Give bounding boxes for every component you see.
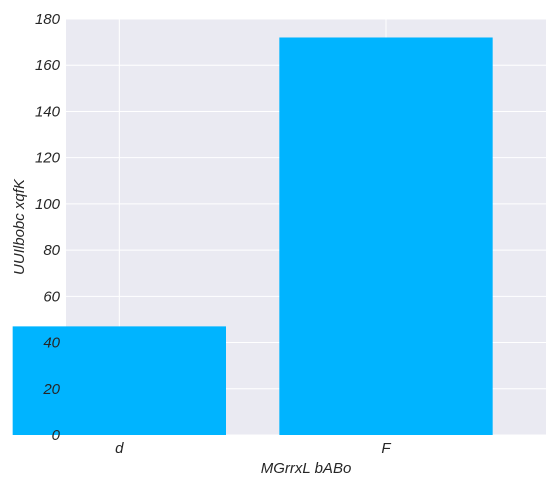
- y-tick-label: 100: [35, 196, 61, 213]
- y-tick-label: 60: [43, 288, 60, 305]
- y-tick-labels: 0 20 40 60 80 100 120 140 160 180: [35, 11, 61, 444]
- y-axis-label: UUIlbobc xqfK: [11, 178, 28, 275]
- y-tick-label: 0: [52, 427, 61, 444]
- y-tick-label: 160: [35, 57, 61, 74]
- bar-F: [279, 37, 493, 435]
- y-tick-label: 180: [35, 11, 61, 28]
- y-tick-label: 20: [42, 381, 60, 398]
- x-axis-label: MGrrxL bABo: [261, 460, 352, 477]
- y-tick-label: 140: [35, 103, 61, 120]
- y-tick-label: 80: [43, 242, 60, 259]
- x-tick-label: d: [115, 440, 124, 457]
- y-tick-label: 40: [43, 335, 60, 352]
- x-tick-label: F: [381, 440, 391, 457]
- bars: [12, 37, 493, 435]
- bar-d: [12, 326, 226, 435]
- y-tick-label: 120: [35, 150, 61, 167]
